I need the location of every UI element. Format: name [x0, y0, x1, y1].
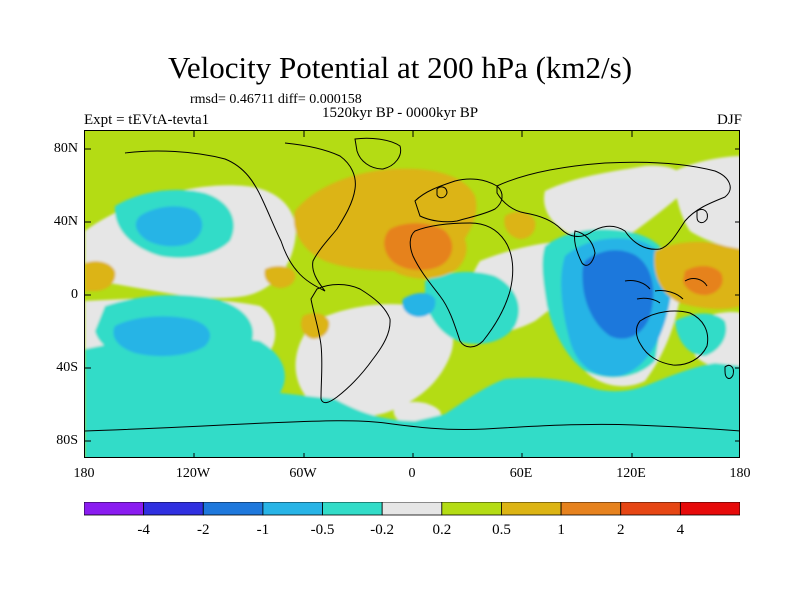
orange-south-america	[301, 313, 330, 339]
orange-central-america	[264, 265, 296, 288]
coastlines	[85, 137, 739, 432]
coast-australia	[635, 310, 709, 366]
season-label: DJF	[716, 112, 742, 128]
lon-tick-label: 120W	[175, 466, 211, 481]
teal-southern-ocean	[85, 335, 739, 457]
colorbar-label: 0.2	[432, 522, 452, 538]
neutral-band-east-pacific	[674, 156, 739, 251]
lightblue-south-atlantic	[402, 293, 436, 317]
colorbar-box	[83, 501, 145, 516]
coast-greenland	[354, 137, 402, 170]
colorbar-label: 0.5	[492, 522, 511, 538]
velocity-potential-map	[84, 130, 740, 458]
colorbar-boxes	[83, 501, 741, 516]
lon-tick-label: 180	[73, 466, 95, 481]
lat-tick-label: 80S	[56, 433, 78, 448]
colorbar-label: -4	[137, 522, 150, 538]
colorbar-box	[679, 501, 741, 516]
colorbar-box	[501, 501, 562, 516]
coast-asia	[496, 161, 731, 250]
coast-north-america	[124, 142, 356, 292]
colorbar-box	[143, 501, 204, 516]
neutral-band-arabia	[544, 165, 690, 240]
colorbar-label: -0.5	[310, 522, 335, 538]
colorbar-label: 2	[616, 522, 625, 538]
contour-fills	[85, 156, 739, 457]
colorbar-label: -1	[256, 522, 270, 538]
colorbar-label: 1	[557, 522, 565, 538]
orange-arabia-sea	[504, 211, 536, 239]
coast-india	[574, 230, 596, 266]
lon-tick-label: 0	[408, 466, 416, 481]
colorbar-label: -0.2	[370, 522, 395, 538]
lon-tick-label: 60E	[509, 466, 533, 481]
lon-tick-label: 180	[729, 466, 751, 481]
teal-west-pacific-south	[675, 313, 727, 356]
map-title: Velocity Potential at 200 hPa (km2/s)	[167, 50, 633, 85]
colorbar-box	[262, 501, 323, 516]
lightblue-south-pacific	[113, 316, 210, 357]
period-label: 1520kyr BP - 0000kyr BP	[322, 105, 479, 121]
lat-tick-label: 0	[71, 287, 78, 302]
colorbar-box	[441, 501, 502, 516]
blue-maritime-core	[582, 250, 654, 339]
neutral-band-south-america	[295, 304, 454, 417]
colorbar-svg	[83, 501, 741, 516]
colorbar-box	[620, 501, 681, 516]
lat-tick-label: 80N	[53, 141, 78, 156]
orange-sahara-core	[384, 223, 453, 271]
lightblue-north-pacific	[135, 206, 203, 247]
coast-south-america	[310, 284, 391, 404]
lon-tick-label: 120E	[616, 466, 646, 481]
coast-africa	[409, 222, 514, 348]
coast-antarctica	[85, 420, 739, 432]
colorbar-box	[381, 501, 443, 516]
colorbar-box	[322, 501, 383, 516]
colorbar-label: 4	[676, 522, 685, 538]
coast-new-zealand	[724, 364, 734, 379]
experiment-label: Expt = tEVtA-tevta1	[84, 112, 210, 128]
lat-tick-label: 40S	[56, 360, 78, 375]
rmsd-diff-stats: rmsd= 0.46711 diff= 0.000158	[190, 92, 362, 107]
map-svg	[85, 131, 739, 457]
lon-tick-label: 60W	[289, 466, 317, 481]
teal-south-atlantic	[425, 271, 519, 344]
coast-japan	[696, 208, 708, 224]
orange-west-pacific-core	[683, 265, 723, 296]
orange-east-pacific	[85, 261, 116, 291]
colorbar-box	[560, 501, 622, 516]
coast-maritime-islands	[624, 278, 708, 304]
colorbar-label: -2	[197, 522, 210, 538]
colorbar-box	[202, 501, 264, 516]
coast-uk	[436, 186, 448, 199]
lat-tick-label: 40N	[53, 214, 78, 229]
axis-ticks	[85, 131, 739, 457]
colorbar	[83, 501, 741, 521]
